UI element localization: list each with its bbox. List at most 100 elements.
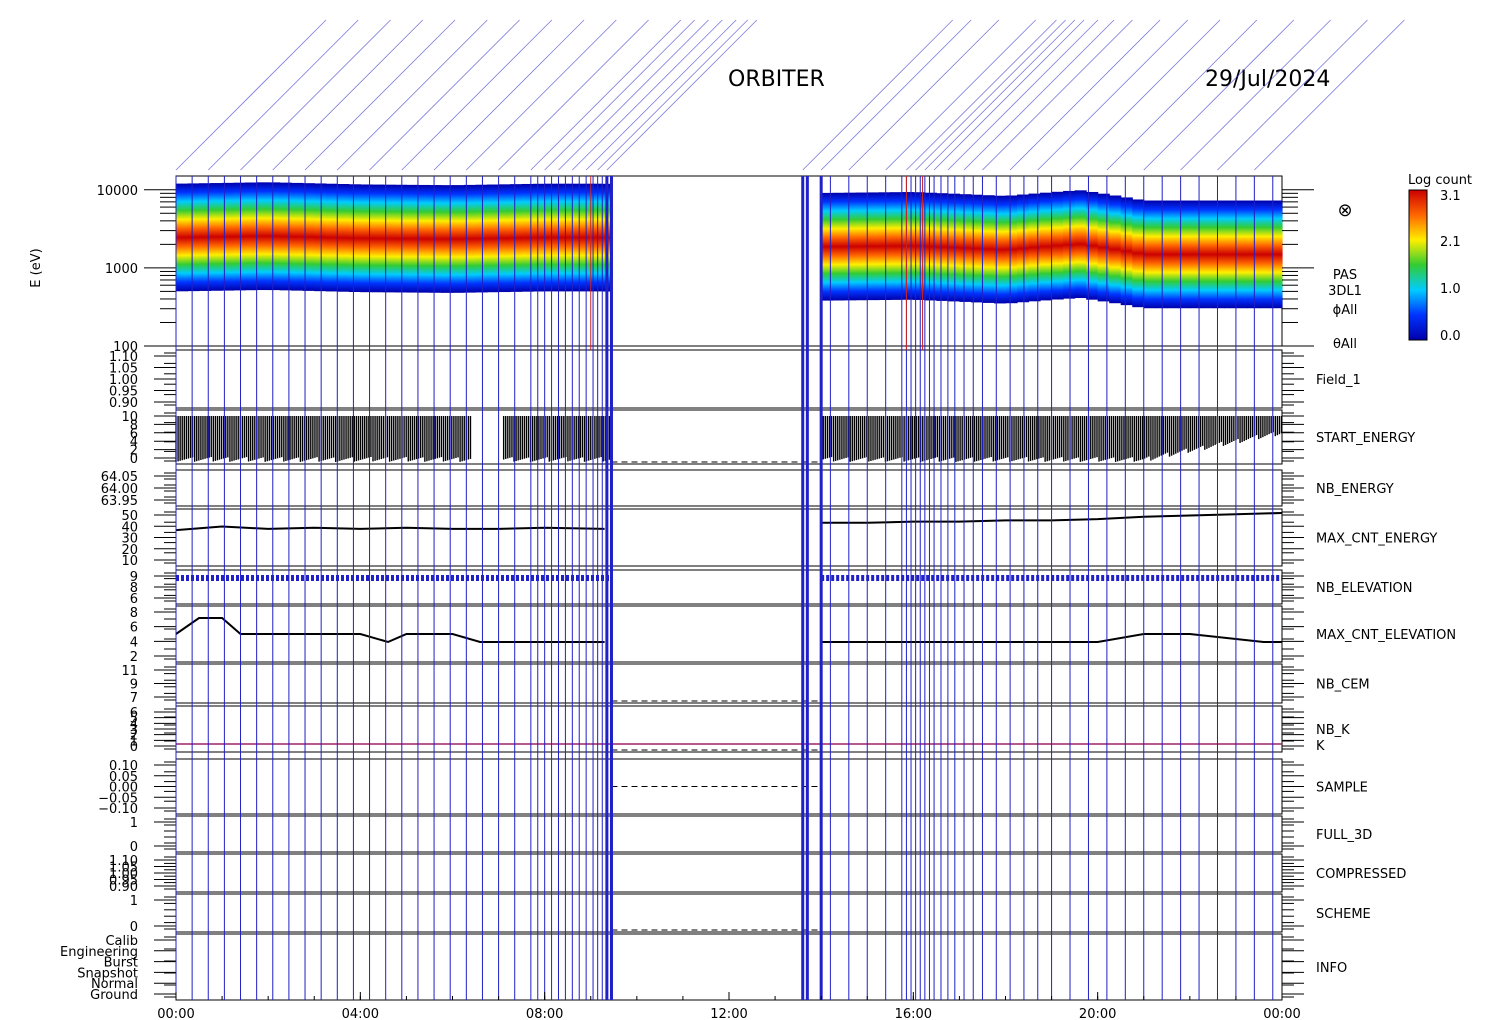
spectrogram-column [901,192,914,300]
annotation-leader [1106,19,1258,171]
colorbar-title: Log count [1408,173,1472,188]
time-tick-label: 12:00 [710,1007,747,1020]
annotation-leader [1009,19,1161,171]
time-tick-label: 00:00 [157,1007,194,1020]
panel-tick-label: 20 [121,543,138,558]
spectrogram-column [452,185,465,293]
spectrogram-column [176,183,189,292]
panel-tick-label: 40 [121,520,138,535]
panel-frame [175,349,1283,409]
panel-tick-label: 7 [130,691,138,706]
panel-tick-label: 11 [121,664,138,679]
spectrogram-column [1017,194,1030,303]
panel-label: START_ENERGY [1316,431,1415,446]
spectrogram-tick-label: 1000 [105,262,138,277]
spectrogram-column [579,183,592,292]
spectrogram-column [1005,195,1018,304]
panel-field1: 1.101.051.000.950.90 Field_1 [109,349,1361,411]
panel-label: SCHEME [1316,907,1371,922]
annotation-leader [544,19,695,171]
time-axis: 00:00 04:00 08:00 12:00 16:00 20:00 00:00 [157,992,1301,1020]
annotation-leader [606,19,758,171]
colorbar: Log count 3.1 2.1 1.0 0.0 [1408,173,1472,344]
spectrogram-column [464,184,477,293]
panel-tick-label: Engineering [60,945,138,960]
time-tick-label: 16:00 [895,1007,932,1020]
spectrogram-column [314,183,327,292]
panel-tick-label: 2 [130,650,138,665]
panel-frame [175,815,1283,853]
spectrogram-column [1189,200,1202,309]
annotation-leader [175,19,327,171]
spectrogram-column [440,185,454,293]
mission-title: ORBITER [728,67,825,92]
panel-info: CalibEngineeringBurstSnapshotNormalGroun… [60,933,1347,1003]
panel-scheme: 1 0 SCHEME [130,893,1371,935]
spectrogram-column [1155,200,1168,309]
panel-label-secondary: K [1316,739,1325,754]
panel-frame [175,705,1283,753]
spectrogram-label-instrument: PAS [1333,268,1357,283]
max-cnt-elevation-line [175,617,605,644]
spectrogram-column [245,182,258,291]
panel-label: MAX_CNT_ELEVATION [1316,628,1456,643]
spectrogram-column [291,182,304,291]
panel-tick-label: 63.95 [101,494,138,509]
annotation-leader [597,19,748,171]
annotation-leader [530,19,682,171]
colorbar-scale [1408,189,1428,341]
panel-tick-label: 8 [130,606,138,621]
panel-tick-label: 0.10 [109,759,138,774]
panel-tick-label: 1 [130,894,138,909]
spectrogram-label-product: 3DL1 [1328,284,1362,299]
panel-tick-label: 6 [130,706,138,721]
panel-label: MAX_CNT_ENERGY [1316,532,1437,547]
spectrogram-column [1086,191,1099,300]
colorbar-ticks: 3.1 2.1 1.0 0.0 [1440,189,1461,344]
spectrogram-column [1120,197,1133,306]
spectrogram-column [947,193,961,302]
annotation-leader [1069,19,1221,171]
spectrogram-column [1247,200,1260,309]
spectrogram-column [187,183,200,292]
max-cnt-elevation-line [821,633,1282,643]
spectrogram-column [544,183,557,292]
panel-tick-label: 1.00 [109,373,138,388]
colorbar-tick-label: 3.1 [1440,189,1461,204]
spectrogram-column [337,184,350,292]
colorbar-tick-label: 0.0 [1440,329,1461,344]
spectrogram-column [360,184,373,293]
annotation-leader [820,19,972,171]
annotation-leader [304,19,456,171]
panel-tick-label: 8 [130,581,138,596]
panel-label: NB_ENERGY [1316,482,1394,497]
max-cnt-energy-line [175,525,605,532]
spectrogram-tick-label: 10000 [97,184,138,199]
annotation-leader [848,19,1000,171]
annotation-leader [1217,19,1368,171]
panel-tick-label: 2 [130,444,138,459]
spectrogram-column [1109,195,1122,304]
panel-label: NB_K [1316,723,1350,738]
panel-tick-label: 10 [121,410,138,425]
panel-tick-label: 4 [130,717,138,732]
panel-tick-label: 8 [130,418,138,433]
spectrogram-column [233,182,246,291]
annotation-leader [924,19,1076,171]
time-tick-label: 20:00 [1079,1007,1116,1020]
spectrogram-column [268,182,281,291]
annotation-leader [207,19,359,171]
date-title: 29/Jul/2024 [1205,67,1330,92]
panel-label: COMPRESSED [1316,867,1406,882]
annotation-leader [337,19,488,171]
spectrogram-column [936,193,949,301]
annotation-leader [272,19,424,171]
panel-tick-label: 1.05 [109,362,138,377]
spectrogram-column [533,183,546,292]
spectrogram-panel: 10000 1000 100 E (eV) ⊗ PAS 3DL1 ϕAll θAll [29,175,1362,355]
annotation-leader [1037,19,1189,171]
spectrogram-tick-label: 100 [113,340,138,355]
